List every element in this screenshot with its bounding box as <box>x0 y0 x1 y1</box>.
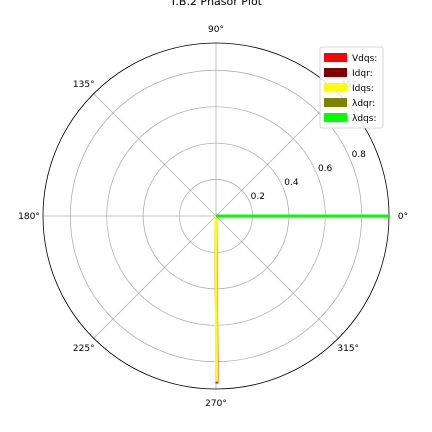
legend-swatch-0 <box>324 53 347 62</box>
legend-swatch-2 <box>324 83 347 92</box>
angular-gridline-45 <box>215 93 339 217</box>
radial-tick-label: 0.2 <box>251 192 265 202</box>
legend-box <box>319 46 384 129</box>
legend-label-1: Idqr: <box>352 69 373 79</box>
angular-tick-label-270: 270° <box>205 399 227 409</box>
legend-label-3: λdqr: <box>352 99 375 109</box>
angular-tick-label-225: 225° <box>73 344 95 354</box>
angular-gridline-225 <box>93 215 217 339</box>
radial-tick-label: 0.4 <box>284 178 299 188</box>
chart-title: T.B.2 Phasor Plot <box>169 0 263 8</box>
angular-tick-label-0: 0° <box>398 212 408 222</box>
legend-label-0: Vdqs: <box>352 54 377 64</box>
legend-label-4: λdqs: <box>352 114 376 124</box>
angular-tick-label-315: 315° <box>337 344 359 354</box>
legend-swatch-4 <box>324 113 347 122</box>
angular-gridline-135 <box>93 93 217 217</box>
legend-swatch-3 <box>324 98 347 107</box>
angular-tick-label-135: 135° <box>73 80 95 90</box>
angular-tick-label-180: 180° <box>18 212 40 222</box>
legend-swatch-1 <box>324 68 347 77</box>
legend-label-2: Idqs: <box>352 84 374 94</box>
phasor-line-2 <box>214 215 219 382</box>
phasor-series <box>214 214 389 384</box>
radial-tick-label: 0.6 <box>318 164 333 174</box>
legend: Vdqs: Idqr: Idqs: λdqr: λdqs: <box>319 46 384 129</box>
angular-gridline-315 <box>215 215 339 339</box>
radial-tick-label: 0.8 <box>352 150 367 160</box>
angular-tick-label-90: 90° <box>208 25 224 35</box>
